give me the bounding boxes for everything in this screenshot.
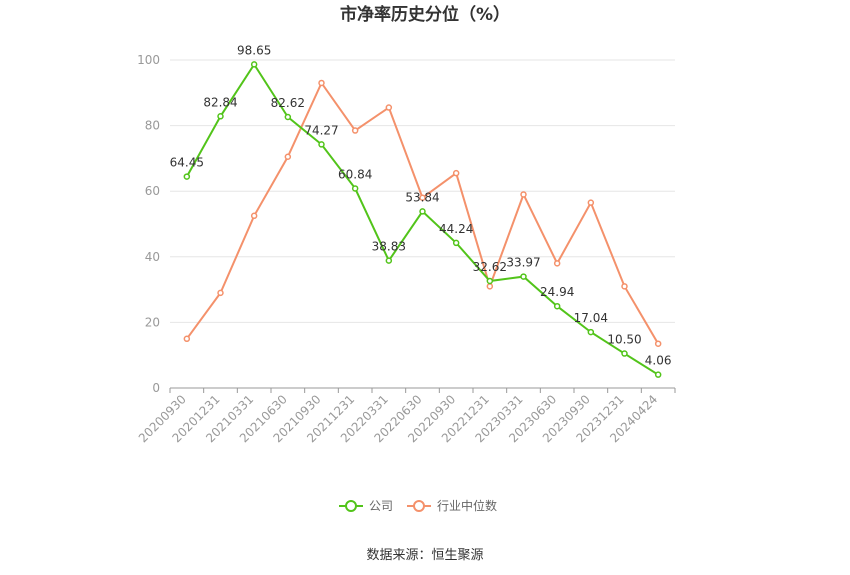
series-1-point[interactable]: [452, 169, 460, 177]
data-label: 24.94: [540, 285, 574, 299]
series-0-point[interactable]: [587, 328, 595, 336]
chart-title: 市净率历史分位（%）: [340, 4, 510, 25]
series-layer: [183, 61, 662, 378]
legend[interactable]: 公司 行业中位数: [339, 498, 497, 513]
legend-item-1[interactable]: 行业中位数: [407, 498, 497, 513]
data-label: 17.04: [574, 311, 608, 325]
data-label: 32.62: [473, 260, 507, 274]
series-0-point[interactable]: [419, 208, 426, 215]
data-label: 44.24: [439, 222, 473, 236]
legend-item-0[interactable]: 公司: [339, 499, 393, 513]
y-tick-label: 100: [137, 53, 160, 67]
data-label: 98.65: [237, 43, 271, 57]
series-0-point[interactable]: [183, 173, 191, 180]
series-0-point[interactable]: [486, 277, 494, 285]
y-tick-label: 40: [145, 250, 160, 264]
data-label: 82.84: [203, 95, 237, 109]
series-1-point[interactable]: [587, 199, 595, 206]
legend-marker: [413, 500, 425, 512]
data-label: 53.84: [405, 190, 439, 204]
data-label: 82.62: [271, 96, 305, 110]
series-0-point[interactable]: [318, 141, 325, 148]
series-1-point[interactable]: [318, 79, 325, 87]
series-1-point[interactable]: [250, 212, 258, 220]
series-1-point[interactable]: [654, 340, 662, 347]
series-0-point[interactable]: [351, 185, 359, 192]
data-label: 60.84: [338, 167, 372, 181]
series-1-point[interactable]: [217, 289, 224, 297]
series-0-point[interactable]: [654, 371, 662, 378]
series-0-point[interactable]: [621, 350, 628, 357]
series-0-point[interactable]: [520, 273, 527, 280]
series-1-point[interactable]: [520, 191, 527, 198]
legend-label: 公司: [369, 499, 393, 513]
data-label: 33.97: [506, 256, 540, 270]
y-tick-label: 0: [152, 381, 160, 395]
y-tick-label: 60: [145, 184, 160, 198]
data-label: 74.27: [304, 123, 338, 137]
data-label: 4.06: [645, 354, 672, 368]
data-labels: 64.45 82.84 98.65 82.62 74.27 60.84 38.83 53.84…: [170, 43, 672, 367]
data-label: 38.83: [372, 240, 406, 254]
y-axis: 0 20 40 60 80 100: [137, 53, 160, 395]
y-tick-label: 80: [145, 119, 160, 133]
data-label: 64.45: [170, 156, 204, 170]
legend-label: 行业中位数: [437, 498, 497, 513]
series-0-point[interactable]: [385, 257, 393, 264]
series-1-point[interactable]: [284, 153, 292, 161]
source-note: 数据来源：恒生聚源: [366, 548, 483, 563]
series-1-point[interactable]: [419, 194, 426, 202]
legend-marker: [345, 500, 357, 512]
series-1-point[interactable]: [183, 335, 191, 343]
grid: [170, 59, 675, 323]
data-label: 10.50: [607, 333, 641, 347]
series-0-point[interactable]: [250, 61, 258, 68]
series-0-point[interactable]: [217, 113, 224, 120]
series-1-point[interactable]: [486, 283, 494, 290]
series-1-point[interactable]: [553, 260, 561, 267]
x-axis: 2020093020201231202103312021063020210930…: [136, 387, 676, 445]
series-1-point[interactable]: [385, 104, 393, 111]
series-line-0: [185, 62, 659, 376]
series-0-point[interactable]: [452, 239, 460, 247]
series-0-point[interactable]: [284, 113, 292, 121]
series-0-point[interactable]: [553, 302, 561, 310]
series-1-point[interactable]: [621, 283, 628, 290]
series-1-point[interactable]: [351, 127, 359, 134]
y-tick-label: 20: [145, 315, 160, 329]
